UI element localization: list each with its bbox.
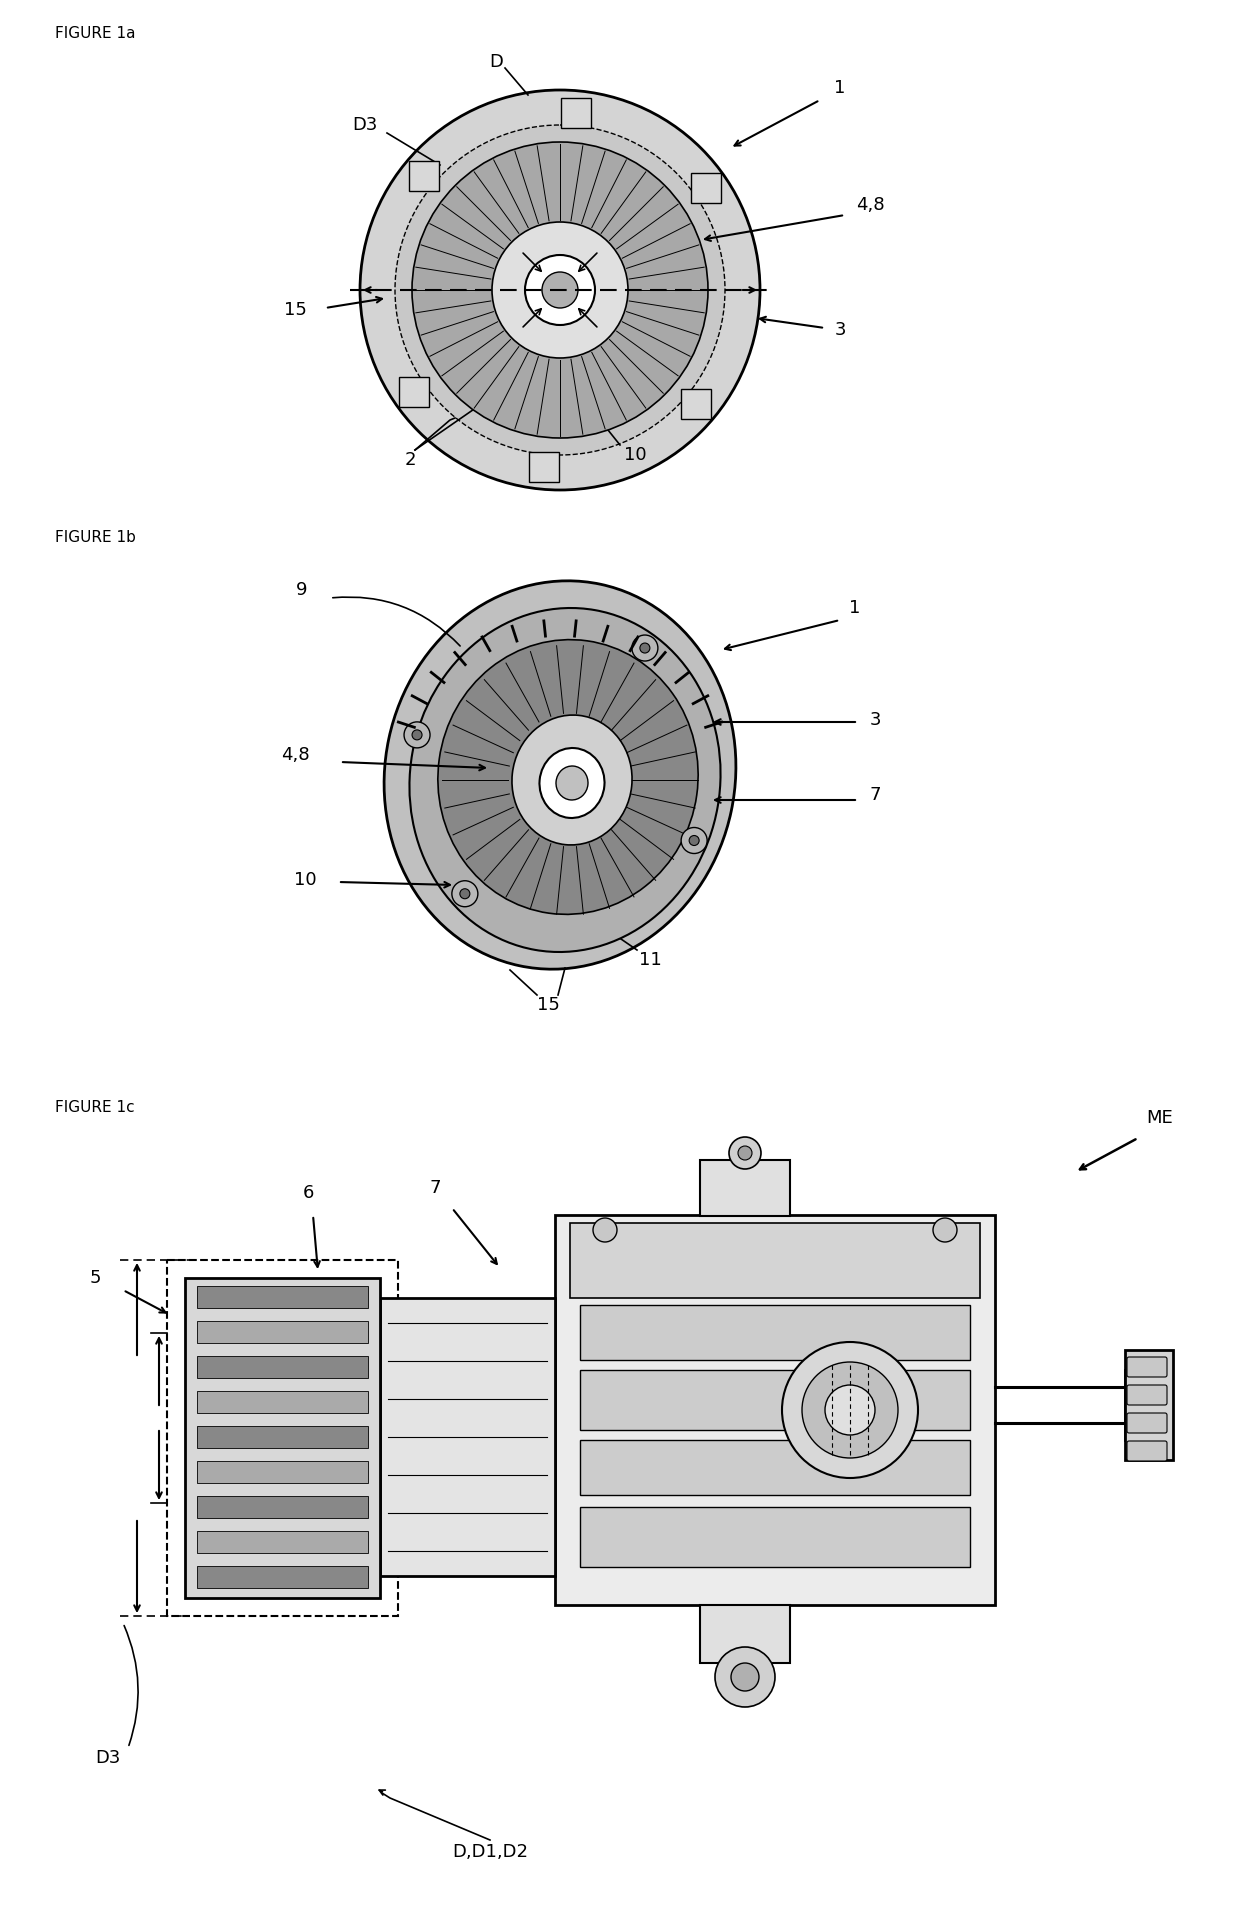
Circle shape (782, 1343, 918, 1479)
FancyBboxPatch shape (1127, 1356, 1167, 1377)
Text: 10: 10 (294, 870, 316, 890)
Text: 1: 1 (849, 599, 861, 618)
Circle shape (412, 142, 708, 438)
Text: 4,8: 4,8 (856, 195, 884, 214)
Text: 7: 7 (869, 786, 880, 803)
Text: FIGURE 1c: FIGURE 1c (55, 1100, 135, 1115)
Bar (701, 1605, 790, 1662)
Bar (197, 1286, 368, 1308)
Circle shape (492, 222, 627, 358)
Text: D3: D3 (95, 1748, 120, 1768)
Text: D,D1,D2: D,D1,D2 (453, 1842, 528, 1861)
Text: 10: 10 (624, 446, 646, 465)
Bar (185, 1278, 379, 1597)
Bar (379, 1299, 556, 1576)
Circle shape (412, 731, 422, 740)
Circle shape (689, 836, 699, 846)
Bar (529, 451, 559, 482)
Bar (197, 1425, 368, 1448)
Circle shape (640, 643, 650, 652)
Ellipse shape (384, 582, 735, 970)
Bar (701, 1159, 790, 1217)
Bar (580, 1370, 970, 1431)
Bar (580, 1305, 970, 1360)
Bar (197, 1391, 368, 1414)
Ellipse shape (556, 765, 588, 800)
Text: D3: D3 (352, 117, 378, 134)
Text: ME: ME (1147, 1110, 1173, 1127)
FancyBboxPatch shape (1127, 1385, 1167, 1404)
Bar (197, 1567, 368, 1588)
Bar (681, 390, 712, 419)
Text: D: D (489, 54, 503, 71)
Ellipse shape (539, 748, 605, 819)
Circle shape (738, 1146, 751, 1159)
Circle shape (542, 272, 578, 308)
Circle shape (802, 1362, 898, 1458)
Ellipse shape (409, 608, 720, 953)
FancyBboxPatch shape (1127, 1440, 1167, 1462)
Bar (556, 1215, 994, 1605)
Bar (167, 1261, 398, 1616)
Circle shape (825, 1385, 875, 1435)
Circle shape (396, 124, 725, 455)
Circle shape (932, 1219, 957, 1242)
Bar (197, 1356, 368, 1377)
Bar (399, 377, 429, 407)
Bar (580, 1440, 970, 1494)
Bar (409, 161, 439, 191)
Circle shape (460, 890, 470, 899)
Bar (570, 1222, 980, 1299)
Ellipse shape (512, 715, 632, 846)
Bar (580, 1507, 970, 1567)
FancyBboxPatch shape (1127, 1414, 1167, 1433)
Bar (560, 98, 590, 128)
Text: 6: 6 (303, 1184, 314, 1201)
Bar (197, 1530, 368, 1553)
Circle shape (525, 254, 595, 325)
Text: 1: 1 (835, 78, 846, 98)
Circle shape (681, 828, 707, 853)
Circle shape (593, 1219, 618, 1242)
Text: 15: 15 (537, 997, 559, 1014)
Bar (197, 1496, 368, 1519)
Ellipse shape (438, 639, 698, 914)
Text: 15: 15 (284, 300, 306, 319)
Bar (1125, 1351, 1173, 1460)
Circle shape (732, 1662, 759, 1691)
Text: 3: 3 (835, 321, 846, 339)
Circle shape (729, 1136, 761, 1169)
Text: 2: 2 (404, 451, 415, 469)
Circle shape (451, 880, 477, 907)
Bar (691, 172, 720, 203)
Text: 9: 9 (296, 582, 308, 599)
Bar (197, 1462, 368, 1483)
Text: 3: 3 (869, 712, 880, 729)
Text: 4,8: 4,8 (280, 746, 309, 763)
Text: 7: 7 (429, 1178, 440, 1198)
Text: FIGURE 1a: FIGURE 1a (55, 27, 135, 40)
Text: FIGURE 1b: FIGURE 1b (55, 530, 136, 545)
Circle shape (632, 635, 658, 662)
Circle shape (715, 1647, 775, 1706)
Circle shape (404, 721, 430, 748)
Text: 5: 5 (89, 1268, 100, 1287)
Bar (197, 1322, 368, 1343)
Circle shape (360, 90, 760, 490)
Text: 11: 11 (639, 951, 661, 970)
